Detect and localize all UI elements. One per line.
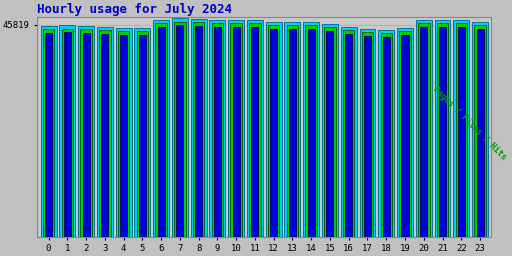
Bar bbox=[153, 20, 169, 237]
Bar bbox=[193, 23, 204, 237]
Bar bbox=[322, 24, 338, 237]
Bar bbox=[82, 33, 90, 237]
Bar bbox=[139, 35, 146, 237]
Bar bbox=[64, 32, 71, 237]
Bar bbox=[40, 26, 56, 237]
Bar bbox=[472, 22, 488, 237]
Bar bbox=[134, 28, 151, 237]
Bar bbox=[43, 29, 54, 237]
Bar bbox=[211, 23, 223, 237]
Bar bbox=[45, 33, 52, 237]
Bar bbox=[324, 27, 336, 237]
Bar bbox=[383, 37, 390, 237]
Bar bbox=[458, 27, 465, 237]
Bar bbox=[437, 23, 449, 237]
Bar bbox=[232, 27, 240, 237]
Bar bbox=[345, 34, 352, 237]
Bar bbox=[439, 27, 446, 237]
Bar bbox=[341, 27, 357, 237]
Bar bbox=[399, 31, 411, 237]
Bar bbox=[99, 30, 111, 237]
Bar bbox=[453, 20, 470, 237]
Bar bbox=[378, 30, 394, 237]
Bar bbox=[116, 28, 132, 237]
Bar bbox=[80, 29, 92, 237]
Bar bbox=[268, 25, 280, 237]
Bar bbox=[190, 19, 207, 237]
Bar bbox=[364, 36, 371, 237]
Bar bbox=[343, 30, 354, 237]
Bar bbox=[97, 27, 113, 237]
Bar bbox=[285, 22, 301, 237]
Bar bbox=[251, 27, 259, 237]
Bar bbox=[287, 25, 298, 237]
Bar bbox=[303, 22, 319, 237]
Bar bbox=[380, 33, 392, 237]
Bar bbox=[228, 20, 244, 237]
Bar bbox=[359, 29, 375, 237]
Bar bbox=[270, 29, 277, 237]
Bar bbox=[401, 35, 409, 237]
Bar bbox=[477, 28, 483, 237]
Bar bbox=[420, 27, 428, 237]
Bar bbox=[456, 23, 467, 237]
Bar bbox=[78, 26, 94, 237]
Bar bbox=[101, 34, 109, 237]
Bar bbox=[195, 26, 202, 237]
Bar bbox=[118, 31, 130, 237]
Bar bbox=[172, 18, 188, 237]
Bar bbox=[230, 23, 242, 237]
Bar bbox=[397, 28, 413, 237]
Bar bbox=[120, 35, 127, 237]
Bar bbox=[289, 29, 296, 237]
Bar bbox=[266, 22, 282, 237]
Bar bbox=[435, 20, 451, 237]
Bar bbox=[137, 31, 148, 237]
Bar bbox=[362, 32, 373, 237]
Bar bbox=[306, 25, 317, 237]
Bar bbox=[209, 20, 225, 237]
Bar bbox=[155, 23, 167, 237]
Bar bbox=[176, 25, 183, 237]
Bar bbox=[474, 25, 486, 237]
Bar bbox=[418, 23, 430, 237]
Bar bbox=[327, 31, 333, 237]
Bar bbox=[59, 25, 75, 237]
Bar bbox=[247, 20, 263, 237]
Text: Pages / Files / Hits: Pages / Files / Hits bbox=[431, 84, 508, 162]
Bar bbox=[308, 29, 315, 237]
Bar bbox=[158, 27, 165, 237]
Bar bbox=[416, 20, 432, 237]
Bar bbox=[249, 23, 261, 237]
Bar bbox=[174, 22, 186, 237]
Text: Hourly usage for July 2024: Hourly usage for July 2024 bbox=[37, 3, 232, 16]
Bar bbox=[61, 28, 73, 237]
Bar bbox=[214, 27, 221, 237]
